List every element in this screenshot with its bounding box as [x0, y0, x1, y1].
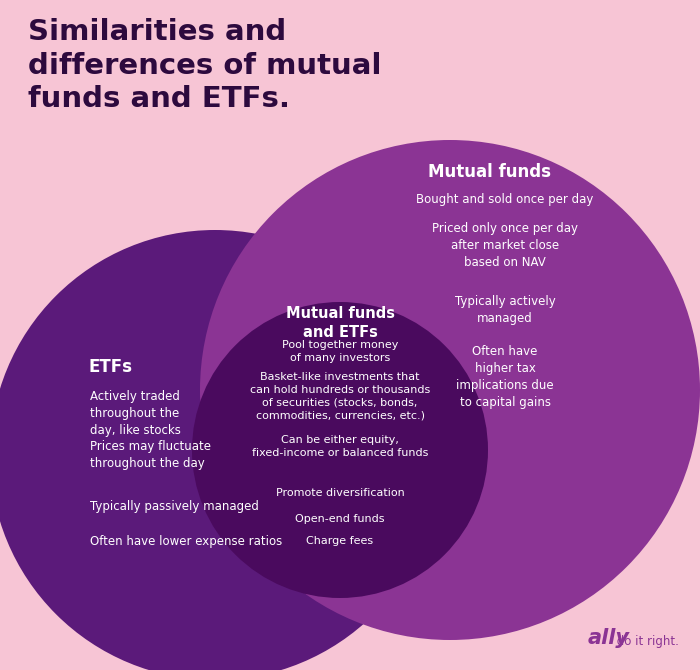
Text: Often have
higher tax
implications due
to capital gains: Often have higher tax implications due t… — [456, 345, 554, 409]
Text: do it right.: do it right. — [613, 635, 679, 648]
Text: Mutual funds
and ETFs: Mutual funds and ETFs — [286, 306, 395, 340]
Text: Similarities and
differences of mutual
funds and ETFs.: Similarities and differences of mutual f… — [28, 18, 382, 113]
Text: Typically actively
managed: Typically actively managed — [454, 295, 555, 325]
Text: Open-end funds: Open-end funds — [295, 514, 385, 524]
Text: Actively traded
throughout the
day, like stocks: Actively traded throughout the day, like… — [90, 390, 181, 437]
Text: ally: ally — [588, 628, 630, 648]
Text: Bought and sold once per day: Bought and sold once per day — [416, 193, 594, 206]
Text: Basket-like investments that
can hold hundreds or thousands
of securities (stock: Basket-like investments that can hold hu… — [250, 372, 430, 420]
Text: Often have lower expense ratios: Often have lower expense ratios — [90, 535, 282, 548]
Text: ETFs: ETFs — [88, 358, 132, 376]
Circle shape — [0, 230, 440, 670]
Text: Mutual funds: Mutual funds — [428, 163, 552, 181]
Circle shape — [192, 302, 488, 598]
Text: Pool together money
of many investors: Pool together money of many investors — [282, 340, 398, 362]
Text: Promote diversification: Promote diversification — [276, 488, 405, 498]
Text: Typically passively managed: Typically passively managed — [90, 500, 259, 513]
Text: Prices may fluctuate
throughout the day: Prices may fluctuate throughout the day — [90, 440, 211, 470]
Circle shape — [200, 140, 700, 640]
Text: Charge fees: Charge fees — [307, 536, 374, 546]
Text: Can be either equity,
fixed-income or balanced funds: Can be either equity, fixed-income or ba… — [252, 435, 428, 458]
Text: Priced only once per day
after market close
based on NAV: Priced only once per day after market cl… — [432, 222, 578, 269]
